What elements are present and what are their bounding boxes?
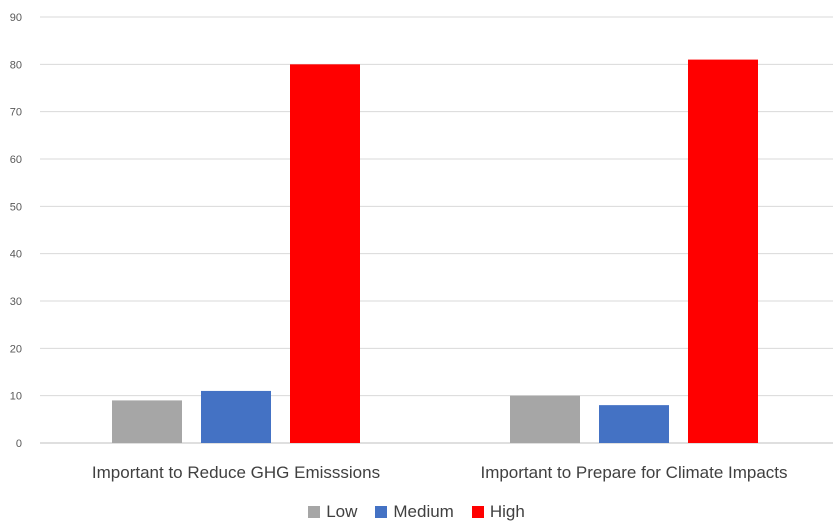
bar-medium bbox=[201, 390, 271, 443]
y-tick-label: 50 bbox=[10, 201, 22, 213]
y-tick-label: 0 bbox=[16, 438, 22, 450]
bar-medium bbox=[599, 405, 669, 443]
category-label: Important to Prepare for Climate Impacts bbox=[480, 463, 787, 482]
y-tick-label: 60 bbox=[10, 154, 22, 166]
legend-label-low: Low bbox=[326, 502, 358, 521]
legend-item-medium: Medium bbox=[375, 502, 454, 522]
legend-label-medium: Medium bbox=[393, 502, 454, 521]
bar-high bbox=[688, 59, 758, 443]
bar-high bbox=[290, 64, 360, 443]
y-tick-label: 20 bbox=[10, 343, 22, 355]
y-tick-label: 80 bbox=[10, 59, 22, 71]
category-label: Important to Reduce GHG Emisssions bbox=[92, 463, 380, 482]
legend-item-low: Low bbox=[308, 502, 357, 522]
bar-low bbox=[510, 395, 580, 443]
chart-plot-area: 0 10 20 30 40 50 60 70 80 90 Important to Reduce G… bbox=[10, 12, 833, 482]
y-tick-label: 30 bbox=[10, 296, 22, 308]
legend-item-high: High bbox=[471, 502, 525, 522]
y-tick-label: 90 bbox=[10, 12, 22, 24]
legend-swatch-medium bbox=[375, 506, 388, 518]
legend-swatch-high bbox=[471, 506, 484, 518]
y-tick-label: 10 bbox=[10, 391, 22, 403]
bar-low bbox=[112, 400, 182, 443]
legend-label-high: High bbox=[489, 502, 525, 521]
y-tick-label: 70 bbox=[10, 107, 22, 119]
legend-swatch-low bbox=[308, 506, 321, 518]
legend: Low Medium High bbox=[0, 500, 833, 524]
y-tick-label: 40 bbox=[10, 249, 22, 261]
